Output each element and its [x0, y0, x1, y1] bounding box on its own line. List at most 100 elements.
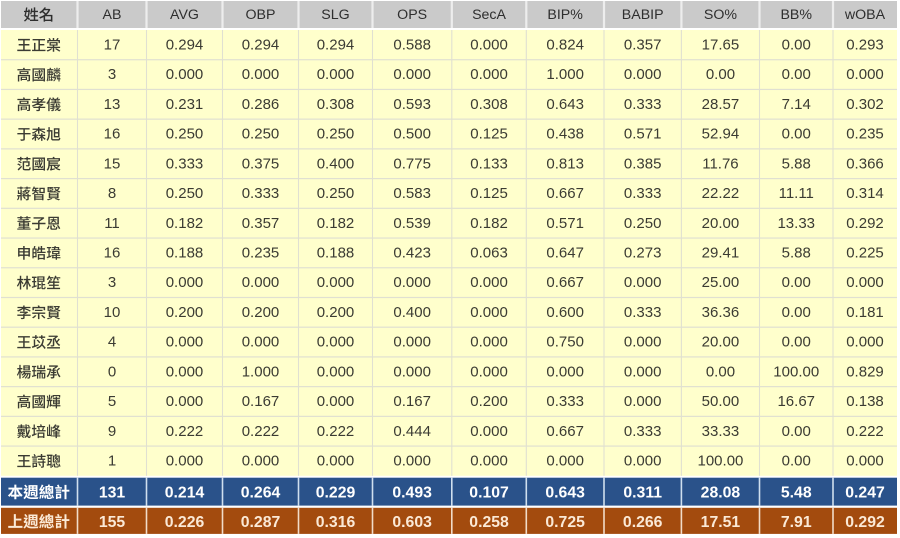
svg-text:0: 0 — [108, 363, 116, 380]
svg-text:0.000: 0.000 — [470, 334, 508, 351]
svg-text:0.000: 0.000 — [624, 274, 662, 291]
svg-text:0.000: 0.000 — [166, 363, 204, 380]
svg-text:0.000: 0.000 — [242, 66, 280, 83]
svg-text:0.400: 0.400 — [317, 155, 355, 172]
svg-text:0.000: 0.000 — [317, 363, 355, 380]
svg-text:36.36: 36.36 — [702, 304, 740, 321]
svg-text:0.000: 0.000 — [624, 363, 662, 380]
svg-text:0.000: 0.000 — [470, 274, 508, 291]
svg-text:0.235: 0.235 — [242, 245, 280, 262]
svg-text:0.000: 0.000 — [393, 363, 431, 380]
svg-text:0.293: 0.293 — [846, 36, 884, 53]
svg-text:0.000: 0.000 — [470, 453, 508, 470]
svg-text:0.000: 0.000 — [317, 393, 355, 410]
svg-text:0.00: 0.00 — [782, 274, 811, 291]
svg-text:0.000: 0.000 — [470, 66, 508, 83]
svg-text:17.65: 17.65 — [702, 36, 740, 53]
svg-text:0.000: 0.000 — [546, 453, 584, 470]
svg-text:0.385: 0.385 — [624, 155, 662, 172]
svg-text:0.188: 0.188 — [166, 245, 204, 262]
svg-text:3: 3 — [108, 66, 116, 83]
svg-text:0.302: 0.302 — [846, 96, 884, 113]
svg-text:0.200: 0.200 — [317, 304, 355, 321]
svg-text:0.000: 0.000 — [470, 423, 508, 440]
svg-text:0.063: 0.063 — [470, 245, 508, 262]
svg-text:0.286: 0.286 — [242, 96, 280, 113]
svg-text:8: 8 — [108, 185, 116, 202]
svg-text:0.333: 0.333 — [624, 423, 662, 440]
svg-text:0.182: 0.182 — [470, 215, 508, 232]
svg-text:11.11: 11.11 — [779, 185, 814, 202]
svg-text:0.00: 0.00 — [782, 423, 811, 440]
svg-text:29.41: 29.41 — [702, 245, 740, 262]
svg-text:0.00: 0.00 — [782, 334, 811, 351]
svg-text:0.588: 0.588 — [393, 36, 431, 53]
svg-text:0.333: 0.333 — [624, 304, 662, 321]
svg-text:0.294: 0.294 — [242, 36, 280, 53]
svg-text:1.000: 1.000 — [242, 363, 280, 380]
svg-text:0.000: 0.000 — [846, 334, 884, 351]
svg-text:0.294: 0.294 — [317, 36, 355, 53]
svg-text:0.250: 0.250 — [317, 126, 355, 143]
svg-text:0.125: 0.125 — [470, 126, 508, 143]
svg-text:22.22: 22.22 — [702, 185, 740, 202]
svg-text:7.14: 7.14 — [782, 96, 811, 113]
svg-text:0.375: 0.375 — [242, 155, 280, 172]
svg-text:10: 10 — [104, 304, 121, 321]
svg-text:0.000: 0.000 — [846, 66, 884, 83]
svg-text:25.00: 25.00 — [702, 274, 740, 291]
svg-text:0.200: 0.200 — [470, 393, 508, 410]
svg-text:0.264: 0.264 — [241, 485, 281, 502]
svg-text:0.600: 0.600 — [546, 304, 584, 321]
svg-text:0.000: 0.000 — [393, 453, 431, 470]
svg-text:0.571: 0.571 — [546, 215, 584, 232]
svg-text:5: 5 — [108, 393, 116, 410]
svg-text:wOBA: wOBA — [844, 7, 886, 23]
svg-text:0.813: 0.813 — [546, 155, 584, 172]
svg-text:0.000: 0.000 — [242, 274, 280, 291]
svg-text:0.250: 0.250 — [317, 185, 355, 202]
svg-text:0.000: 0.000 — [470, 36, 508, 53]
svg-text:0.311: 0.311 — [623, 485, 662, 502]
svg-text:0.314: 0.314 — [846, 185, 884, 202]
svg-text:OBP: OBP — [246, 7, 276, 23]
svg-text:13.33: 13.33 — [777, 215, 815, 232]
svg-text:0.250: 0.250 — [166, 185, 204, 202]
svg-text:0.667: 0.667 — [546, 274, 584, 291]
svg-text:13: 13 — [104, 96, 121, 113]
svg-text:5.48: 5.48 — [781, 485, 812, 502]
svg-text:20.00: 20.00 — [702, 215, 740, 232]
svg-text:0.182: 0.182 — [166, 215, 204, 232]
svg-text:0.138: 0.138 — [846, 393, 884, 410]
svg-text:1: 1 — [108, 453, 116, 470]
svg-text:0.333: 0.333 — [624, 96, 662, 113]
svg-text:0.357: 0.357 — [624, 36, 662, 53]
svg-text:0.000: 0.000 — [846, 274, 884, 291]
svg-text:0.247: 0.247 — [845, 485, 885, 502]
svg-text:0.750: 0.750 — [546, 334, 584, 351]
svg-text:0.000: 0.000 — [317, 334, 355, 351]
svg-text:20.00: 20.00 — [702, 334, 740, 351]
svg-text:7.91: 7.91 — [781, 514, 812, 531]
svg-text:0.167: 0.167 — [242, 393, 280, 410]
svg-text:16: 16 — [104, 245, 121, 262]
svg-text:0.00: 0.00 — [782, 36, 811, 53]
svg-text:0.181: 0.181 — [846, 304, 884, 321]
svg-text:0.250: 0.250 — [242, 126, 280, 143]
svg-text:0.500: 0.500 — [393, 126, 431, 143]
svg-text:0.000: 0.000 — [393, 334, 431, 351]
svg-text:0.308: 0.308 — [317, 96, 355, 113]
svg-text:0.643: 0.643 — [546, 96, 584, 113]
svg-text:SO%: SO% — [704, 7, 737, 23]
svg-text:100.00: 100.00 — [773, 363, 819, 380]
svg-text:0.000: 0.000 — [470, 304, 508, 321]
svg-text:131: 131 — [99, 485, 126, 502]
svg-text:0.235: 0.235 — [846, 126, 884, 143]
svg-text:0.273: 0.273 — [624, 245, 662, 262]
svg-text:0.294: 0.294 — [166, 36, 204, 53]
svg-text:28.57: 28.57 — [702, 96, 740, 113]
svg-text:5.88: 5.88 — [782, 245, 811, 262]
svg-text:0.603: 0.603 — [392, 514, 432, 531]
svg-text:0.250: 0.250 — [166, 126, 204, 143]
svg-text:0.000: 0.000 — [166, 334, 204, 351]
